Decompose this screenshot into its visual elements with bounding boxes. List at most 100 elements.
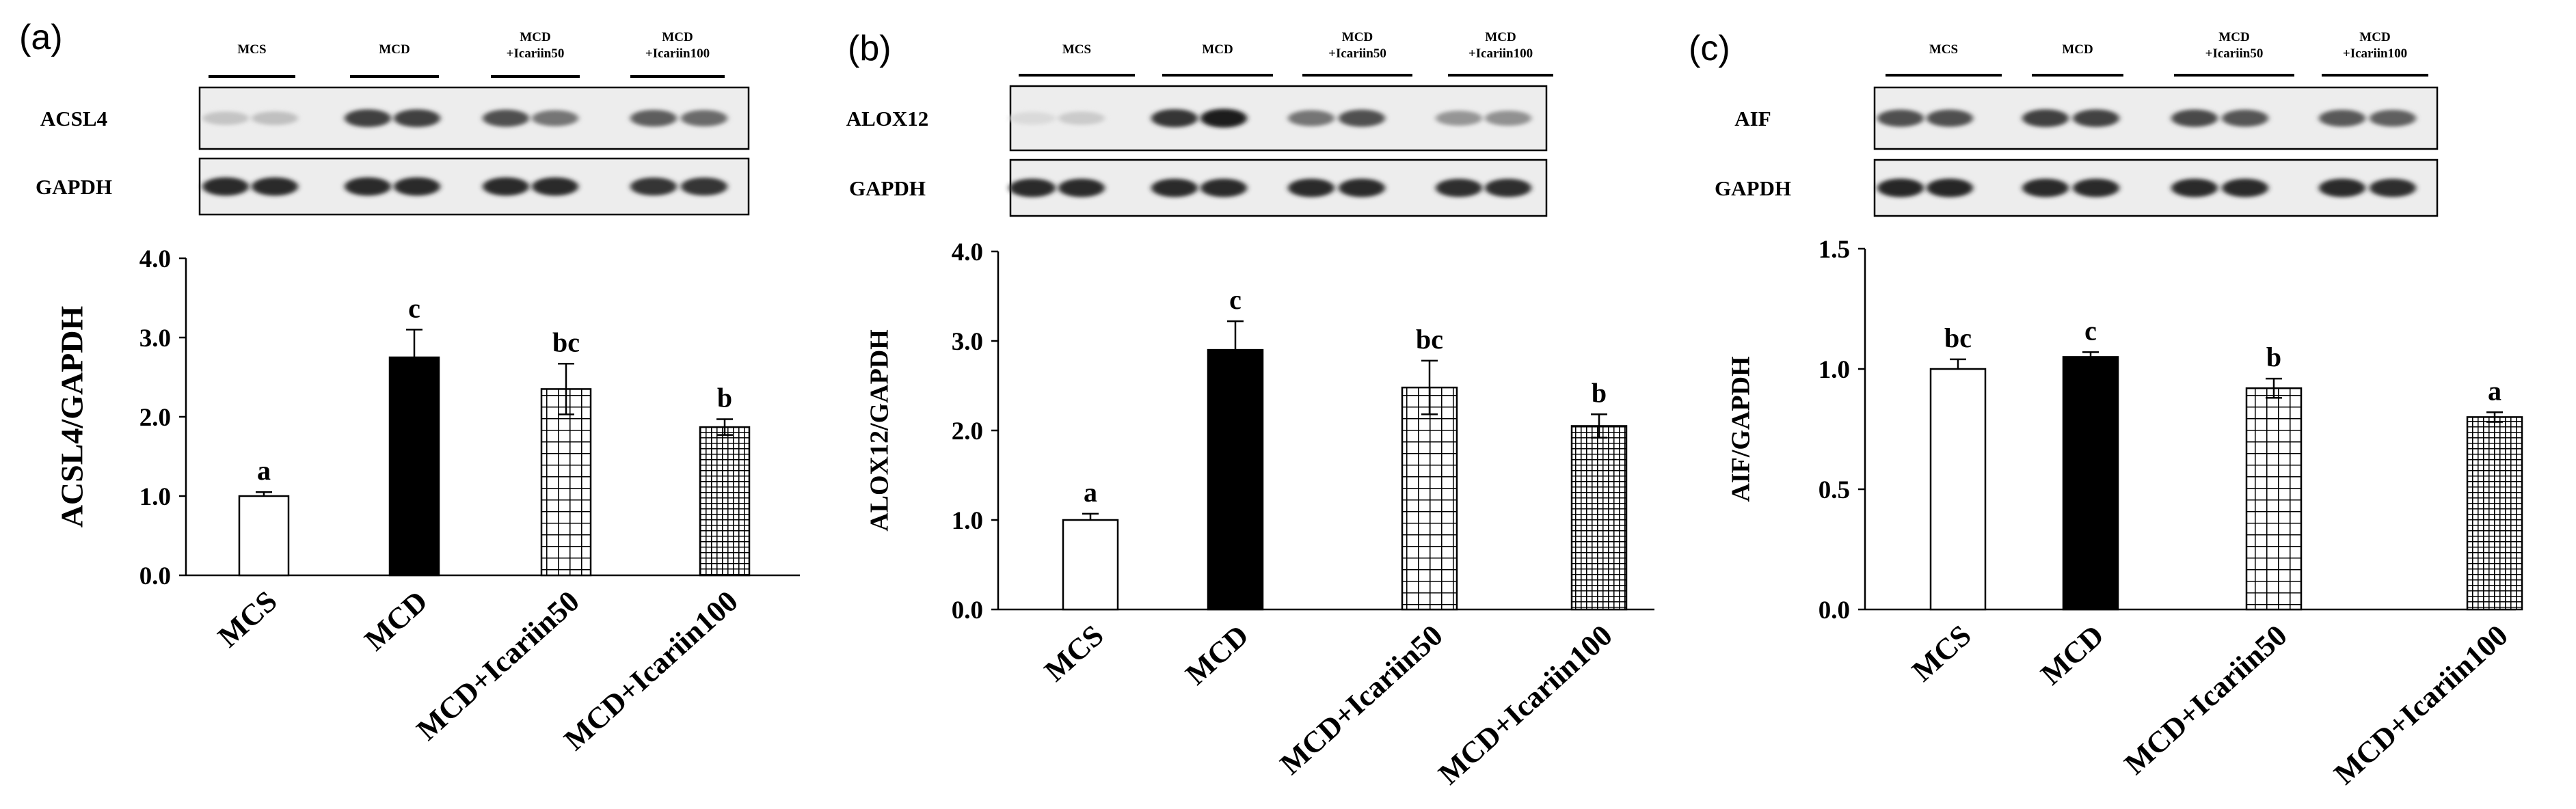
panel-2: (b) MCS MCDMCD+Icariin50MCD+Icariin100ALOX… (846, 29, 1654, 791)
blot-group-label: +Icariin50 (507, 46, 565, 61)
significance-label: c (1229, 284, 1242, 315)
panel-3: (c) MCS MCDMCD+Icariin50MCD+Icariin100AIFG… (1689, 29, 2523, 791)
blot-group-label: MCD (2062, 42, 2093, 57)
bar (388, 356, 440, 577)
blot-band (483, 109, 529, 127)
y-tick-label: 3.0 (139, 325, 171, 353)
bar (1570, 425, 1628, 611)
y-axis-title: ACSL4/GAPDH (55, 305, 90, 527)
bar (2062, 356, 2119, 611)
blot-band (2319, 109, 2365, 127)
y-tick-label: 3.0 (952, 328, 983, 356)
blot-band (252, 111, 298, 125)
significance-label: bc (1944, 323, 1972, 353)
blot-band (1151, 109, 1198, 128)
blot-band (1058, 178, 1105, 197)
blot-band (1927, 109, 1973, 127)
blot-protein-label: AIF (1734, 107, 1771, 131)
y-axis-title: ALOX12/GAPDH (866, 329, 894, 532)
blot-band (252, 177, 298, 196)
x-category-label: MCD (1179, 618, 1255, 691)
blot-band (681, 177, 727, 196)
blot-band (2171, 178, 2218, 197)
blot-band (2222, 178, 2268, 197)
y-tick-label: 0.0 (952, 597, 983, 625)
blot-band (532, 110, 578, 126)
blot-band (483, 177, 529, 196)
significance-label: a (257, 455, 271, 486)
blot-band (2171, 109, 2218, 127)
significance-label: a (1084, 477, 1097, 508)
blot-group-label: MCD (662, 30, 693, 44)
blot-group-label: MCD (2359, 30, 2390, 44)
blot-group-label: +Icariin100 (2343, 46, 2407, 61)
y-tick-label: 4.0 (139, 245, 171, 273)
x-category-label: MCD+Icariin50 (410, 584, 586, 747)
blot-group-label: +Icariin100 (645, 46, 710, 61)
x-category-label: MCD (358, 584, 434, 657)
y-tick-label: 0.0 (1819, 597, 1850, 625)
blot-band (2370, 178, 2416, 197)
blot-protein-label: ACSL4 (40, 107, 107, 131)
blot-band (394, 109, 440, 127)
blot-band (532, 177, 578, 196)
y-tick-label: 0.0 (139, 562, 171, 590)
significance-label: b (1592, 377, 1607, 408)
x-category-label: MCS (1905, 618, 1977, 688)
blot-band (202, 177, 249, 196)
blot-group-label: MCS (237, 42, 266, 57)
blot-band (2073, 109, 2119, 127)
blot-group-label: +Icariin100 (1468, 46, 1533, 61)
significance-label: bc (1416, 324, 1443, 355)
blot-band (681, 110, 727, 126)
blot-band (1877, 109, 1924, 127)
bar (1207, 348, 1264, 611)
blot-band (1009, 178, 1056, 197)
panel-1: (a) MCS MCDMCD+Icariin50MCD+Icariin100ACSL… (19, 18, 800, 757)
blot-group-label: MCD (520, 30, 550, 44)
y-tick-label: 2.0 (952, 417, 983, 445)
panel-letter: (c) (1689, 29, 1730, 68)
blot-band (2022, 109, 2069, 127)
bar (1062, 519, 1119, 611)
y-tick-label: 1.0 (1819, 356, 1850, 384)
blot-band (1009, 111, 1056, 125)
blot-band (345, 177, 391, 196)
bar (2245, 387, 2303, 611)
x-category-label: MCD+Icariin100 (1432, 618, 1619, 791)
blot-band (2222, 109, 2268, 127)
blot-band (630, 109, 677, 127)
blot-group-label: MCD (379, 42, 410, 57)
blot-band (1200, 109, 1247, 128)
significance-label: c (2084, 315, 2097, 346)
blot-band (1058, 111, 1105, 125)
blot-band (630, 177, 677, 196)
blot-protein-label: GAPDH (36, 175, 112, 199)
blot-group-label: MCS (1062, 42, 1091, 57)
blot-band (1927, 178, 1973, 197)
y-tick-label: 1.0 (952, 507, 983, 535)
x-category-label: MCS (211, 584, 283, 654)
panel-letter: (b) (848, 29, 891, 68)
blot-protein-label: ALOX12 (846, 107, 929, 131)
blot-band (2319, 178, 2365, 197)
blot-band (394, 177, 440, 196)
y-tick-label: 1.5 (1819, 236, 1850, 264)
y-tick-label: 2.0 (139, 404, 171, 432)
x-category-label: MCS (1038, 618, 1110, 688)
blot-band (1288, 178, 1334, 197)
x-category-label: MCD+Icariin50 (2118, 618, 2294, 781)
bar (540, 388, 592, 577)
blot-band (2370, 109, 2416, 127)
bar (699, 426, 751, 577)
x-category-label: MCD+Icariin100 (558, 584, 744, 757)
blot-band (1877, 178, 1924, 197)
y-tick-label: 1.0 (139, 483, 171, 511)
blot-band (345, 109, 391, 127)
significance-label: b (2266, 342, 2281, 372)
blot-band (2073, 178, 2119, 197)
y-tick-label: 4.0 (952, 238, 983, 266)
blot-group-label: +Icariin50 (1328, 46, 1386, 61)
